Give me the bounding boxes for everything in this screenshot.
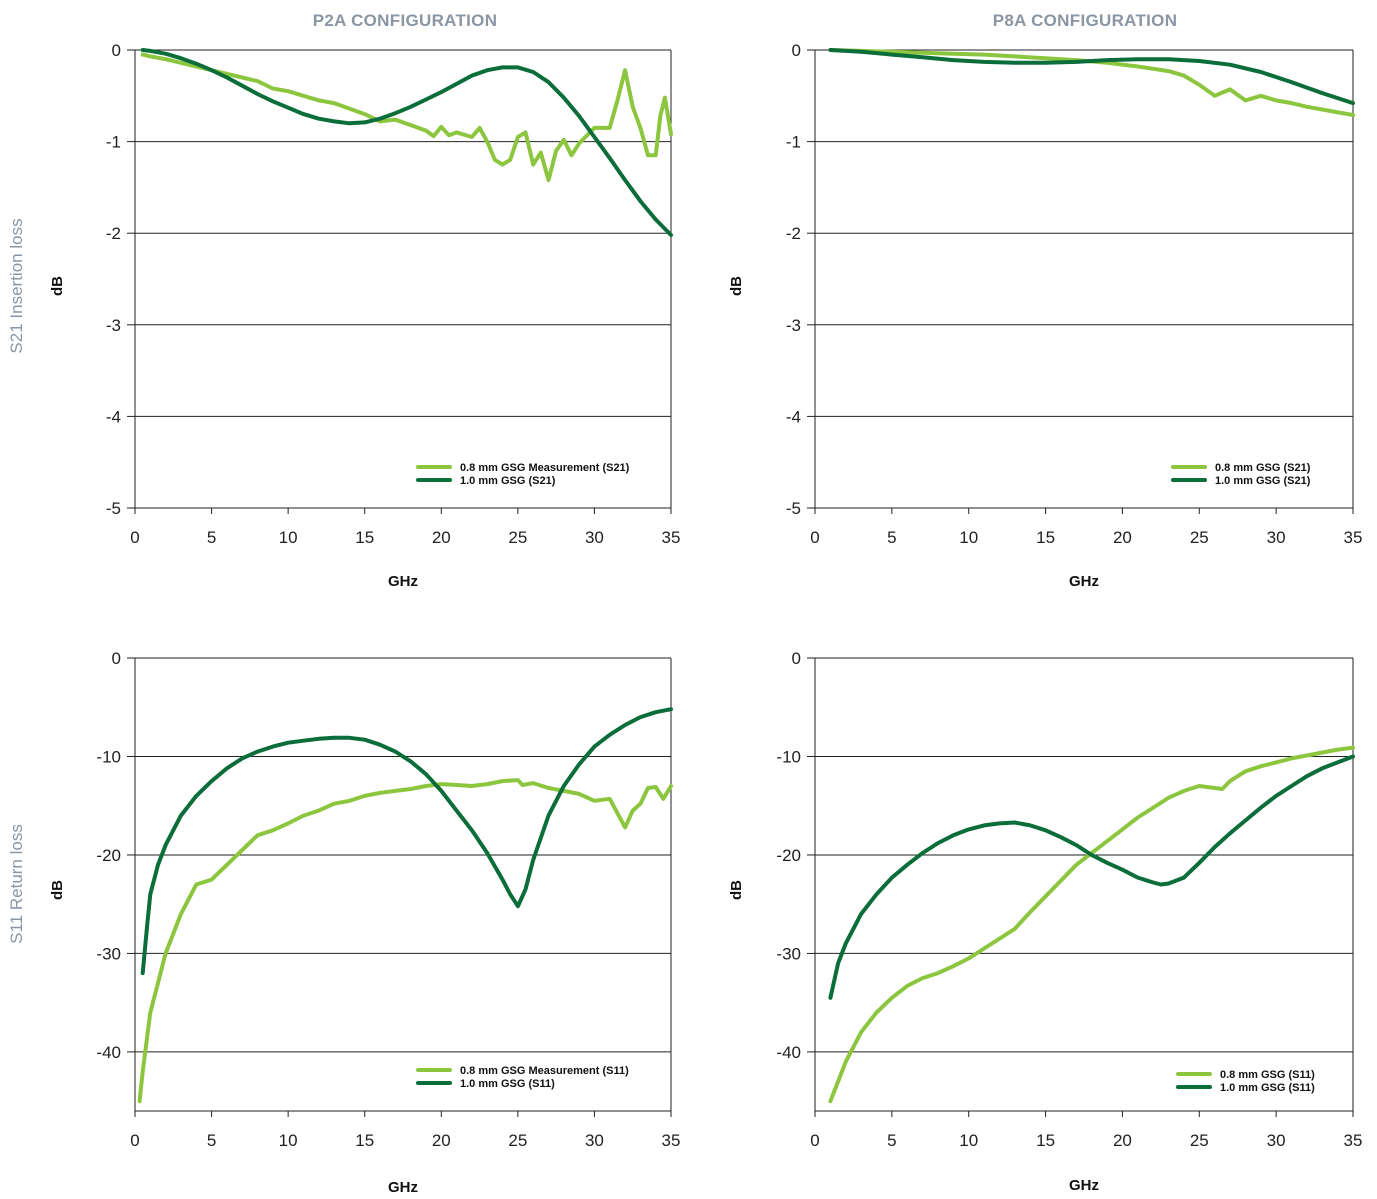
row-title-s11: S11 Return loss [7, 824, 26, 944]
x-tick-label: 15 [355, 1131, 374, 1150]
y-axis-label: dB [728, 276, 745, 296]
x-tick-label: 10 [959, 528, 978, 547]
x-axis-label: GHz [1069, 1177, 1099, 1194]
x-tick-label: 10 [279, 1131, 298, 1150]
x-tick-label: 25 [1190, 1131, 1209, 1150]
series-line-2 [140, 707, 673, 976]
x-tick-label: 30 [1267, 1131, 1286, 1150]
x-tick-label: 35 [1344, 528, 1363, 547]
x-tick-label: 20 [432, 1131, 451, 1150]
y-axis-label: dB [49, 276, 66, 296]
y-tick-label: 0 [112, 649, 121, 668]
y-tick-label: -40 [96, 1043, 121, 1062]
y-tick-label: -40 [776, 1043, 801, 1062]
y-tick-label: -5 [106, 499, 121, 518]
y-tick-label: -5 [786, 499, 801, 518]
legend-label-2: 1.0 mm GSG (S21) [1215, 475, 1311, 487]
x-tick-label: 30 [585, 1131, 604, 1150]
x-tick-label: 10 [959, 1131, 978, 1150]
x-tick-label: 5 [887, 1131, 896, 1150]
series-line-2 [828, 754, 1355, 1000]
legend-label-1: 0.8 mm GSG Measurement (S11) [460, 1065, 629, 1077]
x-tick-label: 30 [1267, 528, 1286, 547]
y-tick-label: 0 [112, 41, 121, 60]
x-tick-label: 20 [432, 528, 451, 547]
y-tick-label: -30 [96, 944, 121, 963]
y-tick-label: -1 [786, 133, 801, 152]
x-tick-label: 0 [810, 1131, 819, 1150]
series-line-1 [828, 48, 1355, 117]
series-line-2 [140, 48, 673, 237]
y-axis-label: dB [49, 880, 66, 900]
y-tick-label: -10 [776, 747, 801, 766]
y-tick-label: -20 [96, 846, 121, 865]
x-tick-label: 0 [130, 528, 139, 547]
row-title-s21: S21 Insertion loss [7, 218, 26, 353]
y-tick-label: -4 [106, 407, 121, 426]
y-tick-label: -2 [106, 224, 121, 243]
x-tick-label: 20 [1113, 528, 1132, 547]
x-tick-label: 5 [207, 1131, 216, 1150]
chart-panel-2: 0 -1 -2 -3 -4 -5 0 5 10 15 20 25 30 35 GHz dB 0.8 mm GSG… [728, 41, 1362, 590]
chart-panel-4: 0 -10 -20 -30 -40 0 5 10 15 20 25 30 35 GHz dB 0.8 mm G… [728, 649, 1362, 1194]
legend-label-1: 0.8 mm GSG (S11) [1220, 1069, 1315, 1081]
y-tick-label: 0 [792, 41, 801, 60]
y-tick-label: -2 [786, 224, 801, 243]
y-tick-label: 0 [792, 649, 801, 668]
series-line-1 [140, 52, 673, 183]
x-tick-label: 20 [1113, 1131, 1132, 1150]
y-tick-label: -30 [776, 944, 801, 963]
legend-label-2: 1.0 mm GSG (S21) [460, 475, 556, 487]
x-tick-label: 35 [1344, 1131, 1363, 1150]
x-axis-label: GHz [388, 1179, 418, 1196]
y-tick-label: -3 [106, 316, 121, 335]
x-tick-label: 5 [887, 528, 896, 547]
y-tick-label: -4 [786, 407, 801, 426]
x-axis-label: GHz [1069, 573, 1099, 590]
x-tick-label: 15 [1036, 1131, 1055, 1150]
legend-label-1: 0.8 mm GSG Measurement (S21) [460, 462, 630, 474]
chart-panels: 0 -1 -2 -3 -4 -5 0 5 10 15 20 25 30 35 GHz dB 0.8 mm GSG… [49, 41, 1362, 1196]
y-tick-label: -10 [96, 747, 121, 766]
x-tick-label: 35 [662, 528, 681, 547]
column-title-p8a: P8A CONFIGURATION [993, 11, 1178, 30]
x-tick-label: 0 [810, 528, 819, 547]
x-tick-label: 25 [508, 1131, 527, 1150]
series-line-1 [137, 778, 673, 1104]
legend: 0.8 mm GSG (S11)1.0 mm GSG (S11) [1176, 1069, 1315, 1094]
legend-label-2: 1.0 mm GSG (S11) [460, 1078, 555, 1090]
x-tick-label: 35 [662, 1131, 681, 1150]
y-axis-label: dB [728, 880, 745, 900]
series-line-2 [828, 48, 1355, 106]
legend: 0.8 mm GSG (S21)1.0 mm GSG (S21) [1171, 462, 1311, 487]
chart-panel-3: 0 -10 -20 -30 -40 0 5 10 15 20 25 30 35 GHz dB 0.8 mm G… [49, 649, 680, 1196]
legend: 0.8 mm GSG Measurement (S11)1.0 mm GSG (… [416, 1065, 629, 1090]
x-axis-label: GHz [388, 573, 418, 590]
y-tick-label: -20 [776, 846, 801, 865]
legend-label-1: 0.8 mm GSG (S21) [1215, 462, 1311, 474]
y-tick-label: -3 [786, 316, 801, 335]
x-tick-label: 30 [585, 528, 604, 547]
column-title-p2a: P2A CONFIGURATION [313, 11, 498, 30]
x-tick-label: 25 [1190, 528, 1209, 547]
y-tick-label: -1 [106, 133, 121, 152]
x-tick-label: 5 [207, 528, 216, 547]
x-tick-label: 25 [508, 528, 527, 547]
x-tick-label: 0 [130, 1131, 139, 1150]
series-line-1 [828, 745, 1355, 1104]
x-tick-label: 15 [1036, 528, 1055, 547]
legend-label-2: 1.0 mm GSG (S11) [1220, 1082, 1315, 1094]
legend: 0.8 mm GSG Measurement (S21)1.0 mm GSG (… [416, 462, 630, 487]
x-tick-label: 10 [279, 528, 298, 547]
chart-panel-1: 0 -1 -2 -3 -4 -5 0 5 10 15 20 25 30 35 GHz dB 0.8 mm GSG… [49, 41, 680, 590]
x-tick-label: 15 [355, 528, 374, 547]
